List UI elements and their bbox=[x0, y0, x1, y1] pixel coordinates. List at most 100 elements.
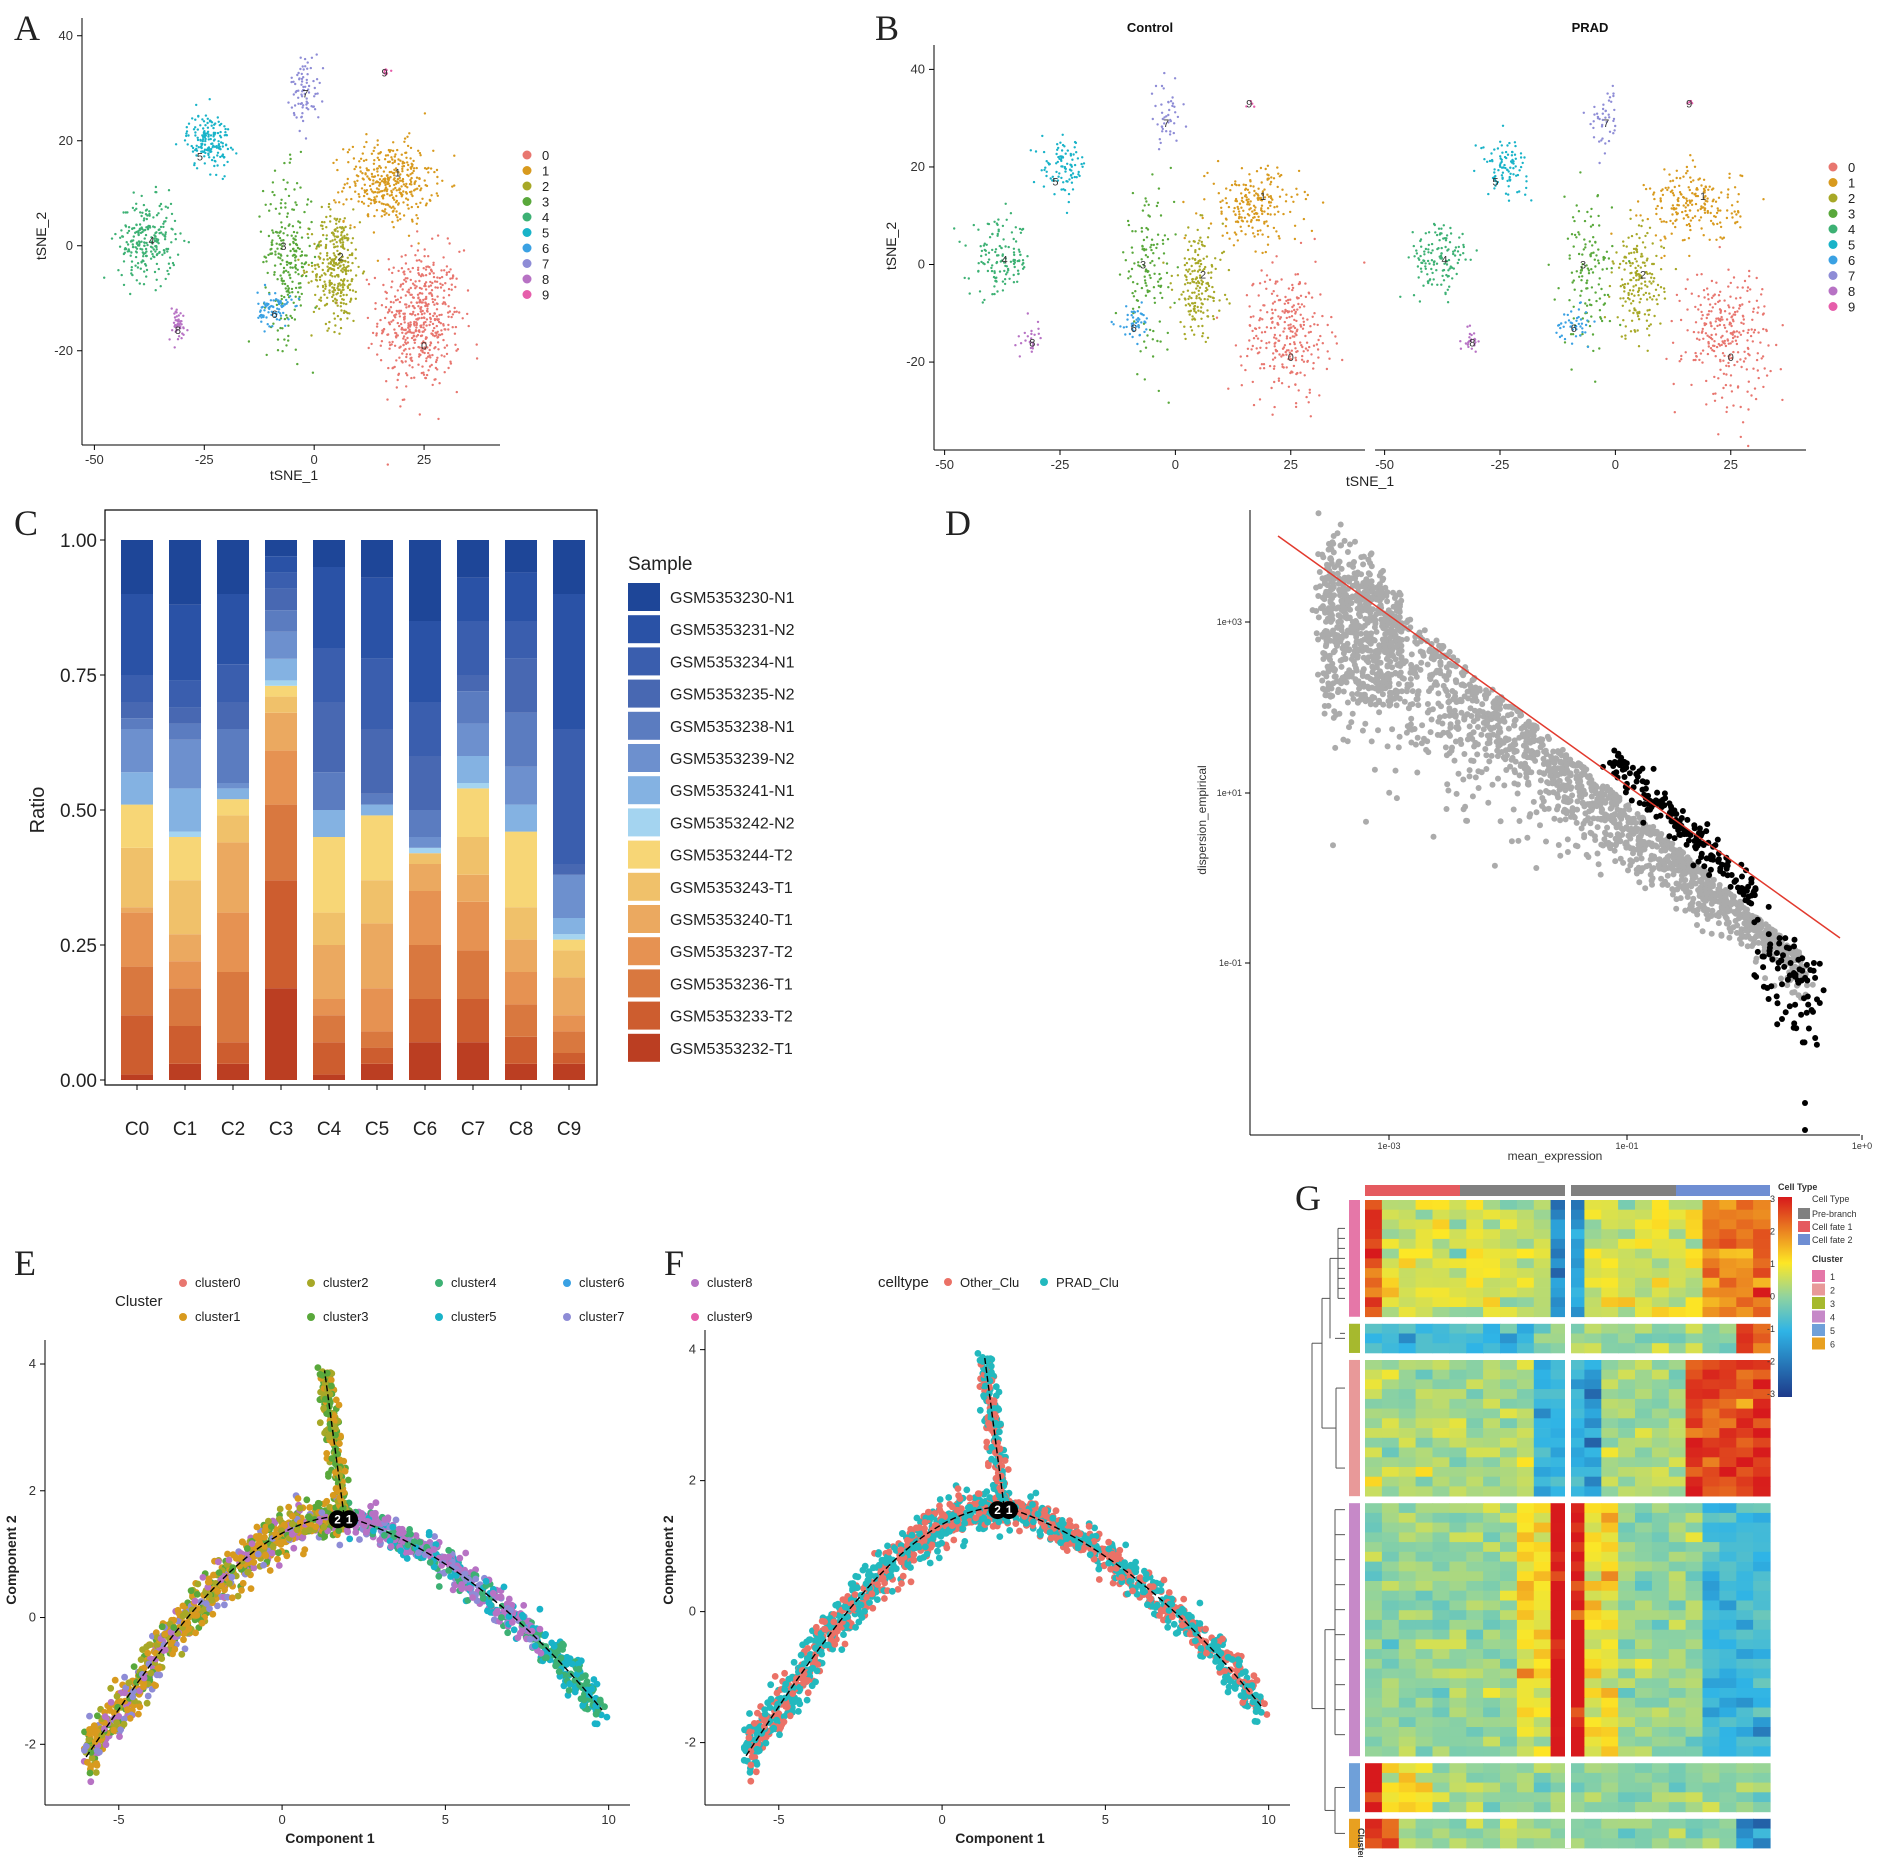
tsne-point-cluster-0 bbox=[428, 354, 431, 357]
tsne-point-cluster-0 bbox=[432, 314, 435, 318]
bar-segment-C8 bbox=[505, 621, 537, 659]
tsne-point-cluster-0 bbox=[424, 341, 427, 345]
tsne-point-cluster-0 bbox=[444, 303, 447, 306]
prad-cluster-label: 8 bbox=[1469, 338, 1475, 350]
tsne-point-cluster-3 bbox=[1585, 304, 1589, 307]
tsne-point-cluster-2 bbox=[1625, 245, 1628, 248]
tsne-point-cluster-5 bbox=[196, 128, 199, 131]
tsne-point-cluster-4 bbox=[142, 203, 146, 207]
tsne-point-cluster-2 bbox=[1195, 282, 1198, 285]
tsne-point-cluster-0 bbox=[1742, 322, 1745, 325]
bar-segment-C1 bbox=[169, 604, 201, 681]
tsne-point-cluster-5 bbox=[1069, 152, 1073, 156]
tsne-point-cluster-0 bbox=[1252, 403, 1256, 407]
tsne-point-cluster-2 bbox=[345, 302, 348, 306]
tsne-point-cluster-3 bbox=[280, 221, 283, 224]
tsne-point-cluster-2 bbox=[1610, 271, 1613, 274]
tsne-point-cluster-1 bbox=[1656, 204, 1659, 208]
tsne-point-cluster-3 bbox=[1592, 251, 1595, 254]
cluster-label-6: 6 bbox=[272, 309, 278, 321]
tsne-point-cluster-0 bbox=[1720, 343, 1723, 347]
tsne-point-cluster-0 bbox=[1695, 354, 1698, 358]
tsne-point-cluster-1 bbox=[396, 170, 400, 174]
tsne-point-cluster-1 bbox=[370, 172, 374, 176]
tsne-point-cluster-2 bbox=[1648, 308, 1651, 312]
tsne-point-cluster-1 bbox=[1260, 208, 1263, 212]
tsne-point-cluster-0 bbox=[1701, 361, 1704, 364]
tsne-point-cluster-1 bbox=[1715, 211, 1719, 215]
tsne-point-cluster-0 bbox=[1296, 350, 1299, 353]
bar-segment-C2 bbox=[217, 1063, 249, 1080]
tsne-point-cluster-1 bbox=[1689, 201, 1692, 204]
tsne-point-cluster-3 bbox=[1577, 231, 1580, 234]
tsne-point-cluster-0 bbox=[1270, 386, 1273, 390]
tsne-point-cluster-1 bbox=[1195, 212, 1198, 215]
tsne-point-cluster-0 bbox=[436, 286, 439, 289]
tsne-point-cluster-7 bbox=[1603, 152, 1607, 155]
tsne-point-cluster-0 bbox=[1763, 367, 1766, 370]
tsne-point-cluster-2 bbox=[1210, 265, 1214, 268]
tsne-point-cluster-6 bbox=[1577, 308, 1581, 311]
tsne-point-cluster-1 bbox=[1201, 216, 1204, 220]
tsne-point-cluster-4 bbox=[1453, 254, 1457, 257]
tsne-point-cluster-4 bbox=[144, 264, 148, 267]
tsne-point-cluster-9 bbox=[1690, 102, 1694, 105]
tsne-point-cluster-1 bbox=[418, 177, 421, 180]
tsne-point-cluster-1 bbox=[391, 171, 395, 175]
tsne-point-cluster-6 bbox=[1145, 317, 1149, 320]
tsne-point-cluster-4 bbox=[1013, 265, 1016, 269]
tsne-point-cluster-0 bbox=[1746, 289, 1749, 293]
tsne-point-cluster-0 bbox=[1271, 302, 1275, 305]
tsne-point-cluster-1 bbox=[400, 195, 403, 198]
legend-swatch bbox=[522, 274, 532, 284]
tsne-point-cluster-4 bbox=[1423, 259, 1426, 263]
tsne-point-cluster-0 bbox=[1290, 349, 1294, 352]
tsne-point-cluster-2 bbox=[1646, 231, 1649, 235]
tsne-point-cluster-8 bbox=[179, 327, 182, 330]
tsne-point-cluster-1 bbox=[1232, 210, 1236, 213]
tsne-point-cluster-0 bbox=[423, 255, 426, 258]
tsne-point-cluster-0 bbox=[399, 405, 402, 408]
tsne-point-cluster-1 bbox=[404, 184, 407, 188]
tsne-point-cluster-2 bbox=[314, 293, 317, 297]
tsne-point-cluster-2 bbox=[1621, 283, 1625, 287]
tsne-point-cluster-8 bbox=[175, 315, 178, 318]
tsne-point-cluster-0 bbox=[1714, 392, 1717, 395]
tsne-point-cluster-0 bbox=[1781, 324, 1784, 327]
tsne-point-cluster-1 bbox=[1270, 176, 1273, 179]
tsne-point-cluster-0 bbox=[421, 301, 424, 304]
tsne-point-cluster-4 bbox=[157, 242, 160, 245]
tsne-point-cluster-2 bbox=[337, 220, 341, 223]
bar-segment-C4 bbox=[313, 1042, 345, 1075]
tsne-point-cluster-1 bbox=[345, 198, 348, 201]
tsne-point-cluster-1 bbox=[369, 202, 373, 205]
tsne-point-cluster-9 bbox=[1253, 105, 1256, 108]
tsne-point-cluster-5 bbox=[1045, 170, 1048, 173]
tsne-point-cluster-0 bbox=[429, 284, 433, 287]
tsne-point-cluster-6 bbox=[259, 310, 262, 313]
tsne-point-cluster-7 bbox=[292, 111, 296, 115]
tsne-point-cluster-3 bbox=[294, 201, 297, 204]
tsne-point-cluster-3 bbox=[1586, 279, 1589, 282]
tsne-point-cluster-8 bbox=[1037, 332, 1041, 335]
tsne-point-cluster-3 bbox=[1151, 338, 1155, 341]
tsne-point-cluster-1 bbox=[1267, 174, 1270, 177]
tsne-point-cluster-1 bbox=[1229, 189, 1232, 192]
bar-segment-C9 bbox=[553, 977, 585, 1016]
tsne-point-cluster-5 bbox=[1501, 176, 1504, 179]
tsne-point-cluster-4 bbox=[142, 219, 146, 222]
tsne-point-cluster-3 bbox=[277, 252, 280, 255]
tsne-point-cluster-2 bbox=[333, 254, 336, 257]
tsne-point-cluster-1 bbox=[342, 220, 345, 223]
tsne-point-cluster-5 bbox=[1072, 153, 1075, 156]
tsne-point-cluster-1 bbox=[1263, 222, 1266, 225]
tsne-point-cluster-1 bbox=[1711, 200, 1715, 203]
tsne-point-cluster-1 bbox=[1730, 212, 1734, 215]
tsne-point-cluster-5 bbox=[224, 143, 228, 146]
tsne-point-cluster-3 bbox=[1628, 260, 1631, 263]
tsne-point-cluster-3 bbox=[1151, 173, 1154, 176]
tsne-point-cluster-3 bbox=[1161, 239, 1165, 242]
tsne-point-cluster-3 bbox=[274, 230, 278, 234]
tsne-point-cluster-0 bbox=[422, 330, 425, 333]
